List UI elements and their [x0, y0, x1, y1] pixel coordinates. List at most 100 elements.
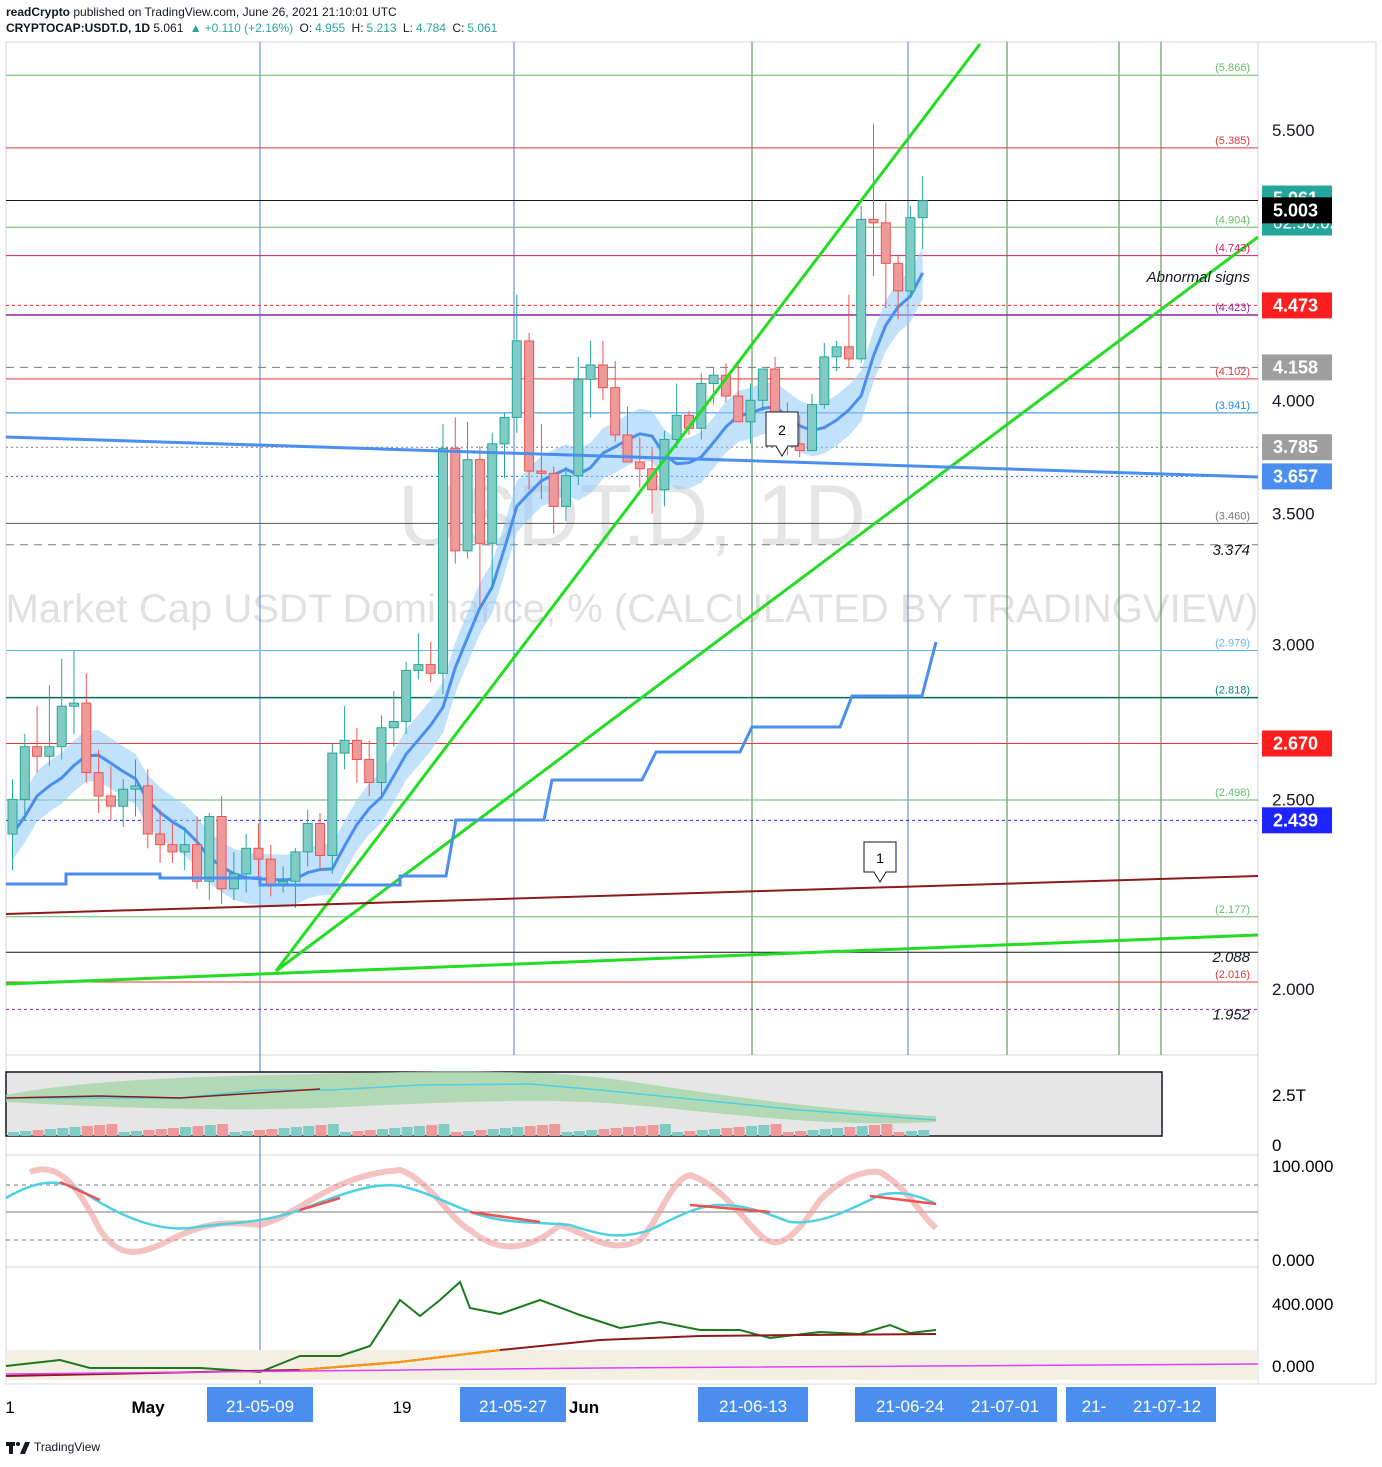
- level-label-11: (2.498): [1215, 787, 1250, 799]
- trendline-resistance: [5, 435, 1259, 479]
- obv-tick-top: 400.000: [1272, 1295, 1333, 1314]
- published-text: published on TradingView.com, June 26, 2…: [73, 5, 397, 19]
- level-label-9: (2.979): [1215, 638, 1250, 650]
- candle-30: [376, 715, 387, 800]
- candle-54: [671, 383, 682, 449]
- volume-bar-44: [549, 1124, 561, 1136]
- volume-bar-1: [20, 1131, 32, 1136]
- level-label-14: (2.016): [1215, 969, 1250, 981]
- candle-19: [241, 834, 252, 893]
- level-label-10: (2.818): [1215, 685, 1250, 697]
- level-label-8: 3.374: [1212, 542, 1250, 559]
- publish-line: readCrypto published on TradingView.com,…: [6, 4, 500, 20]
- volume-bar-45: [561, 1132, 573, 1136]
- svg-text:21-06-24: 21-06-24: [876, 1397, 944, 1416]
- time-axis: 1 May 19 Jun 21-05-09 21-05-27 21-06-13 21-…: [5, 1387, 1216, 1422]
- svg-text:21-05-09: 21-05-09: [226, 1397, 294, 1416]
- time-badge-3: 21-06-24: [855, 1387, 965, 1422]
- volume-bar-31: [389, 1128, 401, 1136]
- time-badge-2: 21-06-13: [698, 1387, 808, 1422]
- svg-text:5.003: 5.003: [1273, 200, 1318, 220]
- trendline-base: [5, 933, 1259, 986]
- svg-text:3.657: 3.657: [1273, 466, 1318, 486]
- tradingview-logo-icon[interactable]: [6, 1440, 30, 1454]
- symbol-label[interactable]: CRYPTOCAP:USDT.D, 1D: [6, 21, 151, 35]
- candle-16: [204, 813, 215, 901]
- close-value: 5.061: [467, 21, 498, 35]
- volume-bar-15: [192, 1126, 204, 1136]
- volume-bar-61: [758, 1125, 770, 1136]
- svg-text:21-07-12: 21-07-12: [1133, 1397, 1201, 1416]
- abnormal-signs-label: Abnormal signs: [1146, 269, 1251, 286]
- volume-bar-48: [598, 1129, 610, 1136]
- oscillator-panel: 100.000 0.000: [5, 1157, 1333, 1270]
- volume-bar-6: [81, 1126, 93, 1136]
- volume-bar-3: [44, 1129, 56, 1136]
- level-label-5: (4.102): [1215, 366, 1250, 378]
- candle-57: [708, 366, 719, 405]
- time-label-19: 19: [393, 1398, 412, 1417]
- level-label-1: (5.385): [1215, 135, 1250, 147]
- svg-text:21-05-27: 21-05-27: [479, 1397, 547, 1416]
- time-label-may: May: [131, 1398, 165, 1417]
- price-badge-2: 4.473: [1262, 292, 1332, 319]
- volume-bar-41: [512, 1127, 524, 1136]
- candle-12: [155, 809, 166, 863]
- time-label-jun: Jun: [569, 1398, 599, 1417]
- candle-34: [425, 641, 436, 683]
- candle-49: [610, 360, 621, 442]
- callout-2[interactable]: 2: [765, 411, 799, 457]
- candle-42: [524, 332, 535, 490]
- price-tick-0: 5.500: [1272, 121, 1315, 140]
- footer: TradingView: [6, 1440, 100, 1454]
- change-icon: ▲: [189, 21, 202, 35]
- candle-50: [622, 406, 633, 463]
- candle-37: [462, 421, 473, 559]
- candle-6: [81, 673, 92, 783]
- time-badge-4: 21-07-01: [953, 1387, 1057, 1422]
- candle-39: [487, 432, 498, 590]
- candle-44: [548, 466, 559, 534]
- footer-brand: TradingView: [34, 1440, 101, 1454]
- svg-text:21-07-01: 21-07-01: [971, 1397, 1039, 1416]
- callout-1[interactable]: 1: [863, 841, 897, 883]
- svg-text:2.439: 2.439: [1273, 810, 1318, 830]
- candle-69: [856, 205, 867, 363]
- volume-bar-27: [340, 1132, 352, 1136]
- volume-bar-0: [8, 1132, 19, 1136]
- candle-14: [179, 826, 190, 871]
- svg-text:3.785: 3.785: [1273, 437, 1318, 457]
- candle-68: [843, 294, 854, 367]
- candle-25: [315, 813, 325, 871]
- volume-bar-39: [487, 1129, 499, 1136]
- level-label-2: (4.904): [1215, 214, 1250, 226]
- last-value: 5.061: [153, 21, 184, 35]
- candle-71: [880, 202, 891, 308]
- price-badge-5: 3.657: [1262, 463, 1332, 490]
- candle-31: [388, 691, 399, 747]
- level-label-6: (3.941): [1215, 400, 1250, 412]
- candle-51: [634, 437, 645, 488]
- volume-bar-4: [57, 1128, 69, 1136]
- horizontal-levels: [6, 74, 1258, 1010]
- volume-bar-7: [94, 1125, 106, 1136]
- volume-bar-16: [204, 1125, 216, 1136]
- candle-24: [302, 809, 313, 867]
- candle-46: [573, 356, 584, 486]
- price-tick-5: 2.000: [1272, 980, 1315, 999]
- chart-header: readCrypto published on TradingView.com,…: [6, 4, 500, 36]
- time-badge-5: 21-: [1066, 1387, 1122, 1422]
- volume-bar-35: [438, 1124, 450, 1136]
- level-label-4: (4.423): [1215, 302, 1250, 314]
- candle-1: [19, 734, 30, 820]
- level-label-3: (4.743): [1215, 243, 1250, 255]
- candle-10: [130, 759, 141, 817]
- candle-61: [757, 368, 768, 411]
- author-name[interactable]: readCrypto: [6, 5, 71, 19]
- volume-bar-37: [463, 1131, 475, 1136]
- change-value: +0.110 (+2.16%): [204, 21, 294, 35]
- volume-bar-52: [647, 1125, 659, 1136]
- volume-bar-59: [733, 1127, 745, 1136]
- candle-64: [794, 415, 805, 458]
